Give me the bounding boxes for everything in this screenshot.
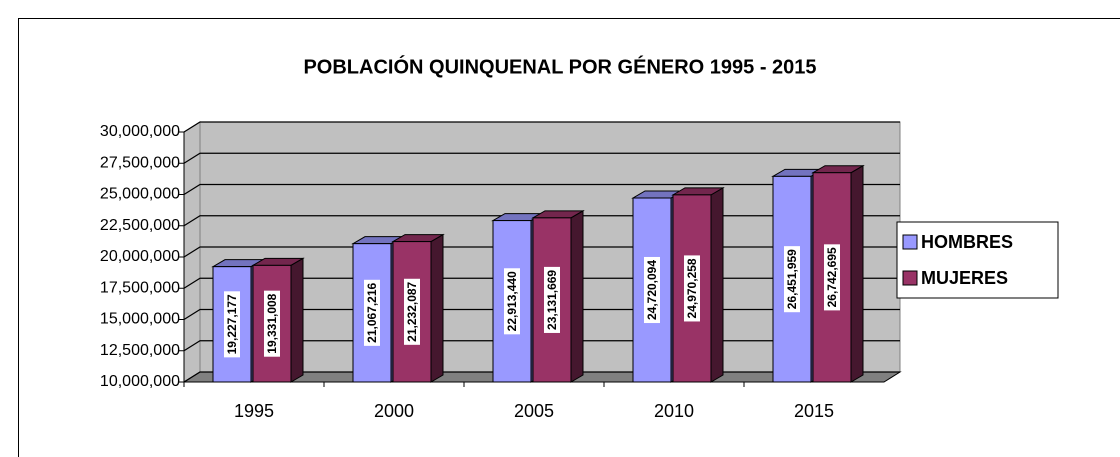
legend-label: MUJERES bbox=[921, 268, 1008, 288]
value-label-bg bbox=[824, 244, 840, 311]
value-label-bg bbox=[504, 268, 520, 335]
y-tick-label: 27,500,000 bbox=[100, 154, 180, 171]
x-tick-label: 2015 bbox=[794, 401, 834, 421]
value-label: 24,970,258 bbox=[685, 258, 699, 318]
value-label-group: 19,227,177 bbox=[224, 291, 240, 358]
value-label: 24,720,094 bbox=[645, 260, 659, 320]
y-tick-label: 20,000,000 bbox=[100, 248, 180, 265]
x-tick-label: 2000 bbox=[374, 401, 414, 421]
value-label: 26,742,695 bbox=[825, 247, 839, 307]
value-label-group: 24,720,094 bbox=[644, 256, 660, 324]
legend-swatch bbox=[902, 234, 918, 250]
y-tick-label: 10,000,000 bbox=[100, 373, 180, 390]
bar bbox=[672, 194, 712, 383]
legend-label: HOMBRES bbox=[921, 232, 1013, 252]
legend-box bbox=[896, 221, 1059, 299]
x-tick-label: 2005 bbox=[514, 401, 554, 421]
value-label: 26,451,959 bbox=[785, 249, 799, 309]
value-label-group: 19,331,008 bbox=[264, 290, 280, 357]
value-label: 19,227,177 bbox=[225, 294, 239, 354]
grid-line bbox=[183, 183, 900, 196]
x-tick-label: 2010 bbox=[654, 401, 694, 421]
y-tick-label: 30,000,000 bbox=[100, 123, 180, 140]
legend-swatch bbox=[902, 270, 918, 286]
value-label-bg bbox=[224, 291, 240, 358]
chart-title: POBLACIÓN QUINQUENAL POR GÉNERO 1995 - 2… bbox=[303, 54, 816, 78]
value-label-group: 22,913,440 bbox=[504, 268, 520, 335]
value-label-bg bbox=[264, 290, 280, 357]
value-label: 22,913,440 bbox=[505, 271, 519, 331]
value-label: 23,131,669 bbox=[545, 270, 559, 330]
value-label: 19,331,008 bbox=[265, 293, 279, 353]
value-label-group: 26,742,695 bbox=[824, 244, 840, 311]
y-tick-label: 17,500,000 bbox=[100, 279, 180, 296]
value-label-bg bbox=[364, 279, 380, 346]
grid-line bbox=[183, 152, 900, 164]
y-tick-label: 12,500,000 bbox=[100, 342, 180, 359]
value-label-bg bbox=[784, 246, 800, 313]
value-label-group: 24,970,258 bbox=[684, 255, 700, 322]
value-label-group: 21,067,216 bbox=[364, 279, 380, 346]
value-label: 21,067,216 bbox=[365, 282, 379, 342]
y-tick-label: 15,000,000 bbox=[100, 311, 180, 328]
x-tick-label: 1995 bbox=[234, 401, 274, 421]
y-tick-label: 22,500,000 bbox=[100, 217, 180, 234]
bar-side bbox=[570, 209, 584, 383]
value-label-bg bbox=[544, 266, 560, 333]
value-label: 21,232,087 bbox=[405, 281, 419, 341]
bar-side bbox=[850, 164, 864, 383]
bar-side bbox=[290, 257, 304, 383]
value-label-bg bbox=[684, 255, 700, 322]
value-label-bg bbox=[644, 256, 660, 324]
grid-line bbox=[183, 121, 900, 133]
value-label-group: 23,131,669 bbox=[544, 266, 560, 333]
value-label-bg bbox=[404, 278, 420, 345]
bar-side bbox=[430, 233, 444, 383]
value-label-group: 21,232,087 bbox=[404, 278, 420, 345]
bar-side bbox=[710, 187, 724, 383]
y-tick-label: 25,000,000 bbox=[100, 186, 180, 203]
value-label-group: 26,451,959 bbox=[784, 246, 800, 313]
